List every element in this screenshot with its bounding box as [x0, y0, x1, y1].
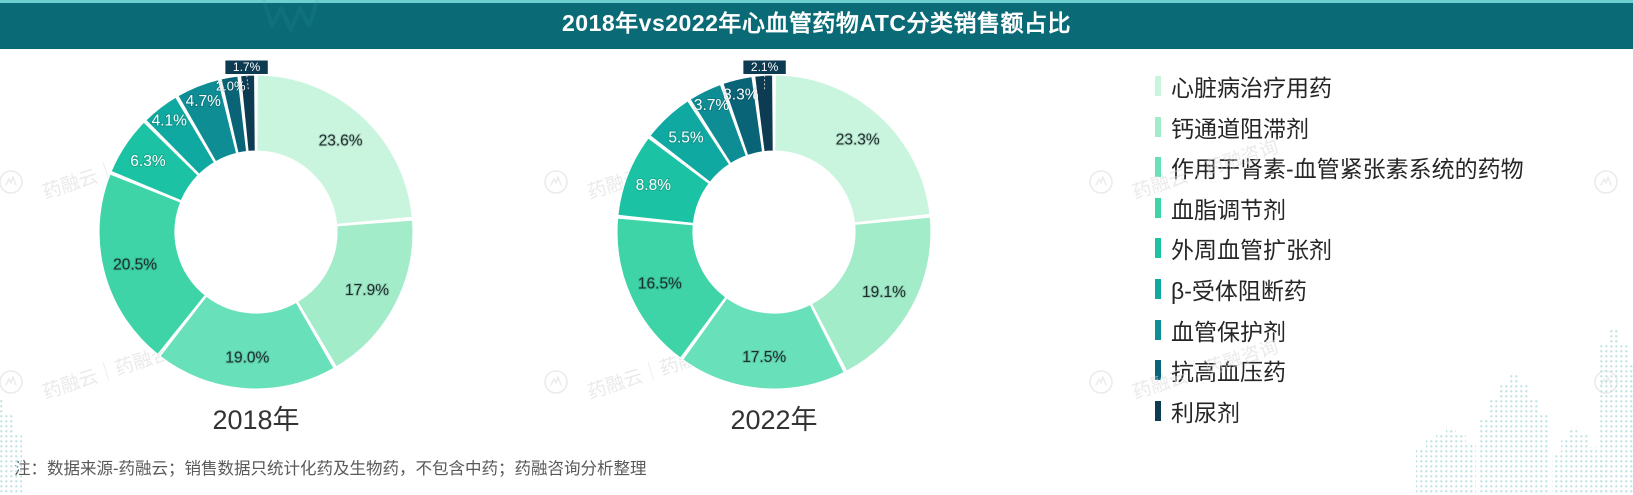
svg-text:17.9%: 17.9%	[345, 282, 389, 299]
svg-text:1.7%: 1.7%	[233, 60, 261, 74]
svg-text:4.7%: 4.7%	[186, 93, 222, 110]
svg-text:2022年: 2022年	[730, 405, 817, 435]
svg-text:16.5%: 16.5%	[638, 276, 682, 293]
svg-text:20.5%: 20.5%	[113, 256, 157, 273]
svg-text:19.1%: 19.1%	[862, 284, 906, 301]
svg-text:23.3%: 23.3%	[836, 132, 880, 149]
svg-text:17.5%: 17.5%	[742, 349, 786, 366]
svg-text:2.1%: 2.1%	[751, 60, 779, 74]
svg-text:23.6%: 23.6%	[319, 132, 363, 149]
svg-text:5.5%: 5.5%	[668, 129, 704, 146]
svg-text:4.1%: 4.1%	[152, 112, 188, 129]
svg-text:19.0%: 19.0%	[225, 349, 269, 366]
svg-text:6.3%: 6.3%	[130, 153, 166, 170]
svg-text:8.8%: 8.8%	[636, 177, 672, 194]
svg-text:3.3%: 3.3%	[723, 87, 759, 104]
svg-text:2.0%: 2.0%	[216, 78, 246, 93]
svg-text:2018年: 2018年	[212, 405, 299, 435]
